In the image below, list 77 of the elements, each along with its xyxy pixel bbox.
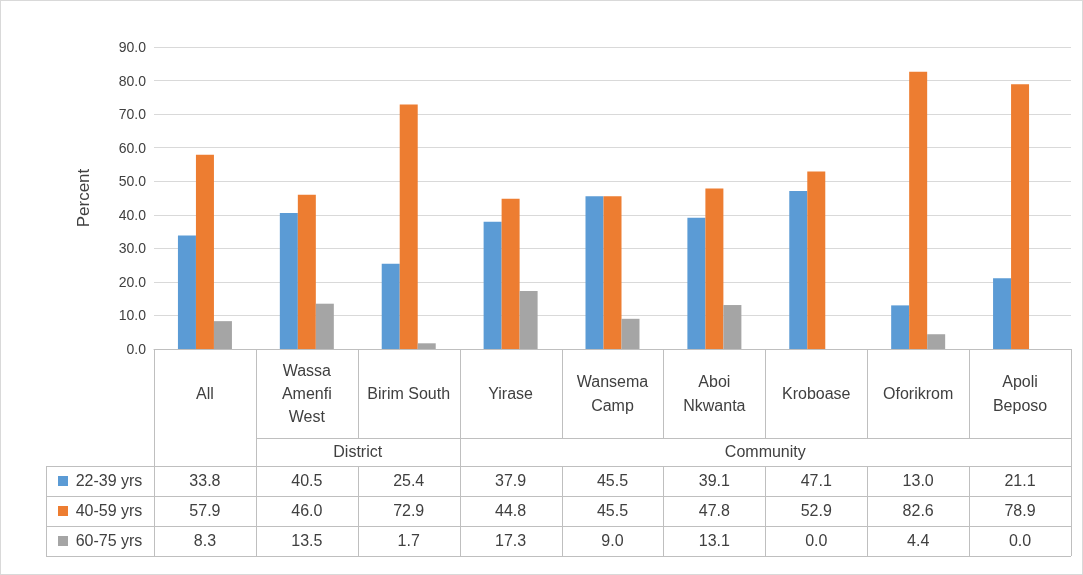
data-label: 4.4 xyxy=(906,531,931,552)
data-label: 82.6 xyxy=(901,501,935,522)
x-tick-label: Wassa Amenfi West xyxy=(280,360,333,428)
bar xyxy=(279,213,298,349)
y-axis-title: Percent xyxy=(74,168,93,228)
x-tick-label: Oforikrom xyxy=(882,383,955,404)
bar xyxy=(213,321,232,349)
x-tick-label: Birim South xyxy=(366,383,452,404)
data-label: 45.5 xyxy=(595,471,630,492)
y-tick-label: 50.0 xyxy=(118,173,147,190)
data-label: 45.5 xyxy=(595,501,630,522)
y-tick-label: 60.0 xyxy=(118,139,147,156)
text: District xyxy=(332,442,384,463)
bar xyxy=(789,190,808,349)
bar xyxy=(501,198,520,349)
data-label: 33.8 xyxy=(188,471,222,492)
data-label: 44.8 xyxy=(494,501,528,522)
x-tick-label: Aboi Nkwanta xyxy=(682,372,747,416)
bar xyxy=(723,305,742,349)
data-label: 37.9 xyxy=(494,471,528,492)
legend-label: 60-75 yrs xyxy=(74,531,144,552)
bar xyxy=(1011,84,1030,349)
y-tick-label: 0.0 xyxy=(126,341,147,357)
y-tick-label: 80.0 xyxy=(118,72,147,89)
bar xyxy=(483,221,502,349)
data-label: 13.5 xyxy=(290,531,324,552)
x-tick-label: Kroboase xyxy=(781,383,852,404)
bar xyxy=(585,196,604,349)
legend-label: 22-39 yrs xyxy=(74,471,144,492)
data-label: 47.1 xyxy=(799,471,833,492)
bar xyxy=(297,194,316,349)
bar xyxy=(687,217,706,349)
bar xyxy=(399,104,418,349)
data-label: 17.3 xyxy=(494,531,528,552)
data-label: 9.0 xyxy=(600,531,625,552)
bar xyxy=(927,334,946,349)
y-tick-label: 10.0 xyxy=(118,307,147,324)
y-tick-label: 90.0 xyxy=(118,39,147,55)
data-label: 78.9 xyxy=(1003,501,1037,522)
data-label: 13.0 xyxy=(901,471,935,492)
y-tick-label: 40.0 xyxy=(118,206,147,223)
data-label: 57.9 xyxy=(188,501,222,522)
y-tick-label: 30.0 xyxy=(118,240,147,257)
bar xyxy=(417,343,436,349)
bar xyxy=(519,290,538,349)
data-label: 21.1 xyxy=(1003,471,1037,492)
data-label: 8.3 xyxy=(192,531,218,552)
data-label: 25.4 xyxy=(392,471,426,492)
bar xyxy=(381,263,400,349)
bar xyxy=(315,303,334,349)
data-label: 1.7 xyxy=(396,531,421,552)
bar xyxy=(621,318,640,349)
data-label: 52.9 xyxy=(799,501,833,522)
data-label: 40.5 xyxy=(290,471,324,492)
bar xyxy=(891,305,910,349)
data-label: 0.0 xyxy=(804,531,829,552)
bar xyxy=(177,235,196,349)
data-label: 0.0 xyxy=(1007,531,1033,552)
bar xyxy=(705,188,724,349)
legend-label: 40-59 yrs xyxy=(74,501,144,522)
x-tick-label: Yirase xyxy=(487,383,534,404)
bar xyxy=(195,154,214,349)
text: Community xyxy=(723,442,807,463)
bar xyxy=(993,278,1012,349)
bar xyxy=(909,71,928,349)
y-tick-label: 20.0 xyxy=(118,273,147,290)
data-label: 13.1 xyxy=(697,531,731,552)
data-label: 47.8 xyxy=(697,501,731,522)
data-label: 39.1 xyxy=(697,471,731,492)
data-label: 46.0 xyxy=(290,501,324,522)
x-tick-label: Wansema Camp xyxy=(575,372,650,416)
x-tick-label: All xyxy=(195,383,215,404)
bar xyxy=(603,196,622,349)
data-label: 72.9 xyxy=(392,501,426,522)
x-tick-label: Apoli Beposo xyxy=(991,372,1049,416)
y-tick-label: 70.0 xyxy=(118,106,147,123)
bar xyxy=(807,171,826,349)
